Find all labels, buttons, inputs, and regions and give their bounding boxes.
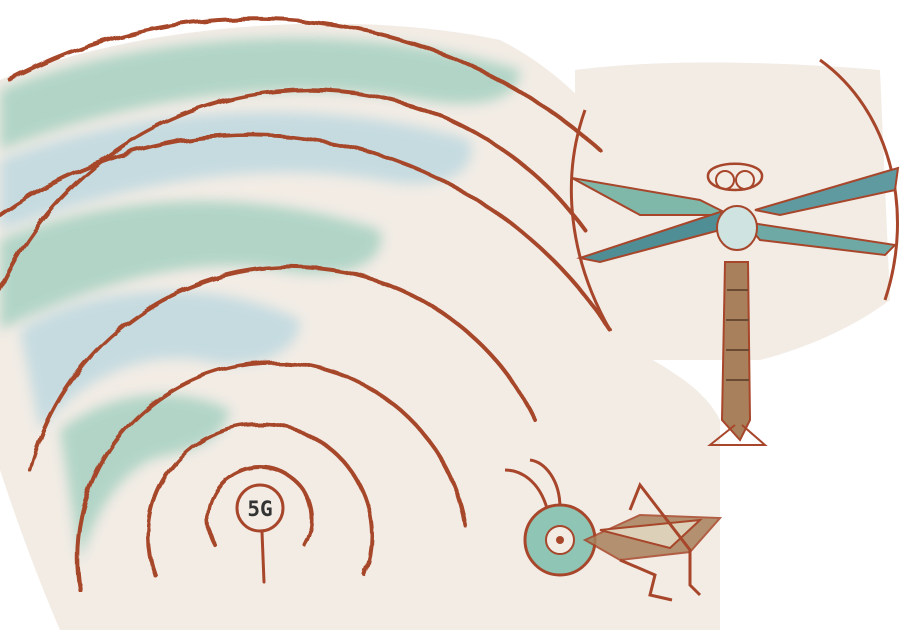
dragonfly-icon: [569, 58, 900, 446]
grasshopper-icon: [504, 458, 723, 602]
wave-arc-1: [206, 465, 314, 547]
dragonfly-wing-upper-right: [754, 166, 900, 217]
wave-arc-3: [75, 360, 467, 592]
dragonfly-tail: [707, 424, 768, 446]
dragonfly-eye-right: [735, 170, 755, 190]
grasshopper-antenna-2: [529, 458, 562, 509]
dragonfly-eye-left: [715, 170, 735, 190]
grasshopper-hind-leg: [628, 481, 702, 597]
wave-arc-4: [28, 264, 537, 472]
wave-arc-6: [0, 132, 612, 332]
dragonfly-thorax: [716, 205, 758, 251]
radio-wave-arcs: [0, 16, 612, 592]
wave-arc-5: [0, 87, 587, 292]
wave-arc-7: [8, 16, 602, 152]
grasshopper-front-leg: [619, 558, 673, 602]
dragonfly-circle-arc: [569, 109, 612, 331]
antenna-tower-icon: 5G: [235, 483, 285, 584]
dragonfly-circle-arc-right: [819, 58, 899, 301]
grasshopper-antenna-1: [504, 468, 550, 513]
grasshopper-wing: [599, 518, 703, 550]
wave-arc-2: [146, 422, 374, 577]
antenna-label: 5G: [247, 497, 272, 521]
watercolor-wash: [0, 37, 520, 560]
